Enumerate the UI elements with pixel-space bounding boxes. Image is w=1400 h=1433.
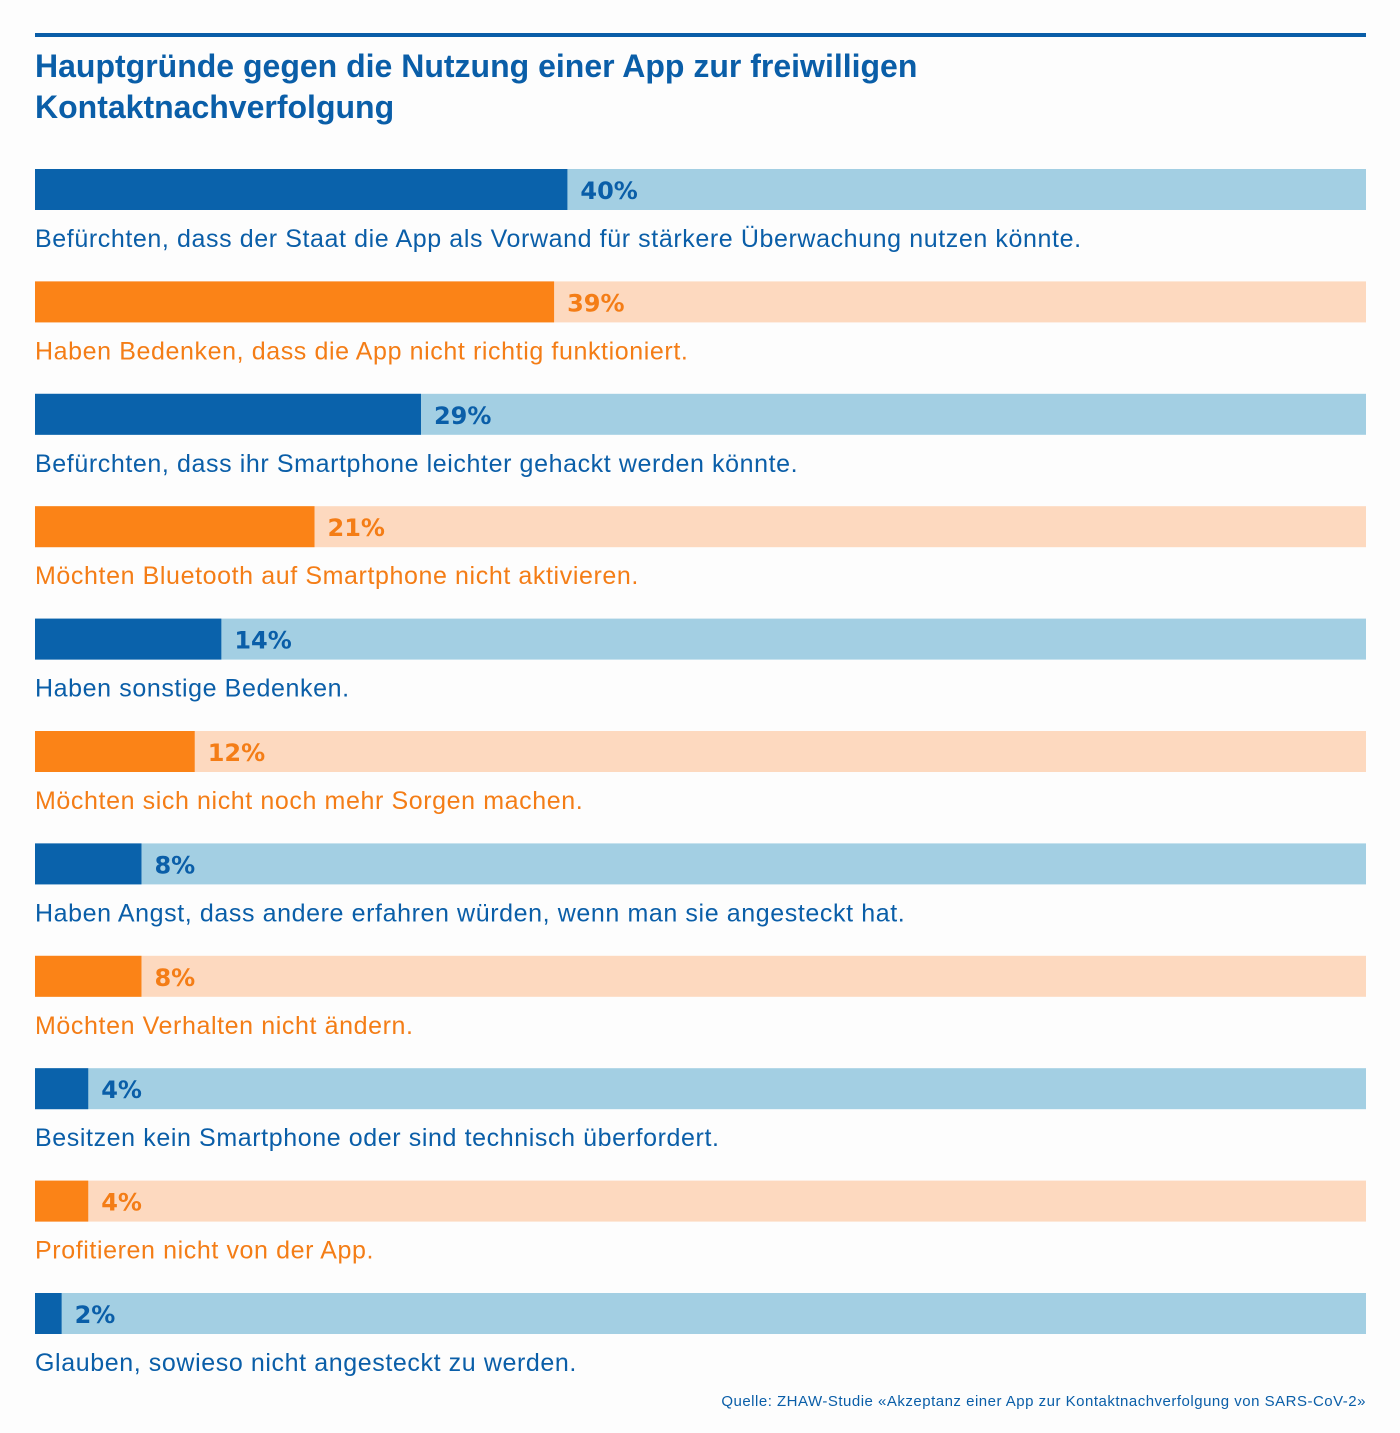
bar-category-label: Besitzen kein Smartphone oder sind techn… xyxy=(35,1124,720,1152)
chart-title-line-2: Kontaktnachverfolgung xyxy=(35,89,394,125)
bar-value-label: 8% xyxy=(154,851,195,879)
source-note: Quelle: ZHAW-Studie «Akzeptanz einer App… xyxy=(721,1393,1366,1410)
bar-track xyxy=(35,1293,1366,1334)
bars-group: 40% Befürchten, dass der Staat die App al… xyxy=(35,169,1366,1377)
bar-value-label: 8% xyxy=(154,964,195,992)
bar xyxy=(35,618,222,660)
bar-value-label: 4% xyxy=(101,1076,142,1104)
title-rule xyxy=(35,33,1366,37)
bar xyxy=(35,1180,89,1222)
bar-category-label: Profitieren nicht von der App. xyxy=(35,1237,374,1265)
bar-value-label: 4% xyxy=(101,1189,142,1217)
bar-category-label: Haben Bedenken, dass die App nicht richt… xyxy=(35,337,688,365)
bar-track xyxy=(35,843,1366,885)
bar-category-label: Möchten Bluetooth auf Smartphone nicht a… xyxy=(35,562,639,590)
bar-track xyxy=(35,955,1366,997)
bar-value-label: 21% xyxy=(328,514,385,542)
bar-value-label: 2% xyxy=(75,1301,116,1329)
bar-value-label: 14% xyxy=(234,627,291,655)
bar xyxy=(35,1068,89,1110)
bar xyxy=(35,955,142,997)
bar xyxy=(35,843,142,885)
bar xyxy=(35,1293,62,1334)
bar-category-label: Befürchten, dass ihr Smartphone leichter… xyxy=(35,450,798,478)
bar-track xyxy=(35,731,1366,772)
bar-category-label: Haben sonstige Bedenken. xyxy=(35,675,350,703)
bar-category-label: Befürchten, dass der Staat die App als V… xyxy=(35,225,1082,253)
bar xyxy=(35,731,195,772)
bar-category-label: Haben Angst, dass andere erfahren würden… xyxy=(35,899,905,927)
bar-track xyxy=(35,1068,1366,1110)
bar xyxy=(35,169,568,210)
bar-category-label: Möchten Verhalten nicht ändern. xyxy=(35,1012,414,1040)
chart-title-line-1: Hauptgründe gegen die Nutzung einer App … xyxy=(35,48,917,84)
bar-value-label: 39% xyxy=(567,289,624,317)
bar-value-label: 12% xyxy=(208,739,265,767)
bar-track xyxy=(35,1180,1366,1222)
bar xyxy=(35,393,421,435)
bar-category-label: Möchten sich nicht noch mehr Sorgen mach… xyxy=(35,787,583,815)
bar-category-label: Glauben, sowieso nicht angesteckt zu wer… xyxy=(35,1349,577,1377)
bar-value-label: 29% xyxy=(434,402,491,430)
bar xyxy=(35,506,315,548)
bar-track xyxy=(35,618,1366,660)
bar-value-label: 40% xyxy=(580,177,637,205)
bar xyxy=(35,281,555,323)
